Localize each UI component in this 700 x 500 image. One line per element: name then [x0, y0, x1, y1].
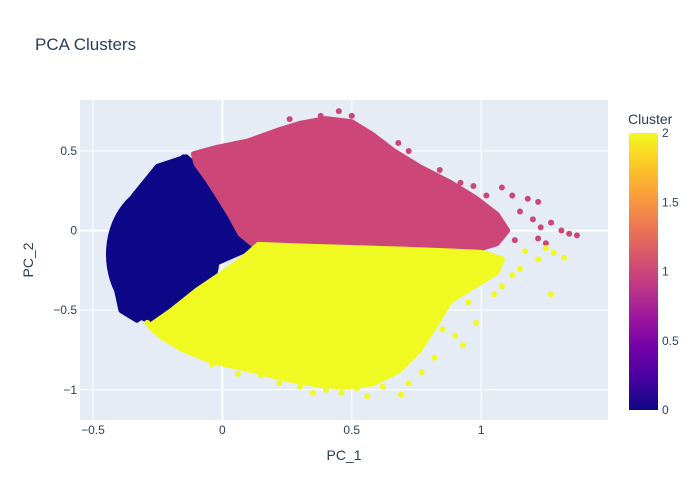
cluster-0-point — [180, 154, 187, 161]
cluster-2-point — [431, 354, 438, 361]
cluster-2-point — [154, 327, 161, 334]
colorbar: Cluster 0 0.5 1 1.5 2 — [628, 111, 679, 417]
cluster-1-point — [317, 112, 324, 119]
colorbar-ticks: 0 0.5 1 1.5 2 — [662, 126, 679, 417]
cluster-2-point — [561, 254, 567, 261]
cluster-2-point — [509, 272, 516, 279]
cluster-2-point — [144, 319, 151, 326]
cluster-1-point — [405, 147, 412, 154]
cluster-2-point — [517, 265, 523, 272]
cluster-1-point — [542, 240, 549, 247]
cluster-1-point — [286, 116, 293, 123]
cluster-0-point — [126, 208, 133, 215]
cluster-2-point — [491, 291, 498, 298]
cluster-1-point — [548, 219, 555, 226]
x-axis-title: PC_1 — [326, 447, 361, 463]
cluster-0-point — [115, 224, 122, 231]
cluster-2-point — [548, 291, 555, 298]
cluster-0-point — [162, 167, 169, 174]
cluster-1-point-cloud — [190, 116, 511, 253]
cluster-1-point — [558, 227, 565, 234]
cluster-2-point — [276, 380, 283, 387]
cluster-2-point — [309, 389, 316, 396]
y-tick-label: −0.5 — [53, 303, 77, 317]
cluster-1-point — [364, 128, 371, 135]
cluster-1-point — [566, 230, 573, 237]
cluster-2-point — [550, 249, 557, 256]
y-tick-label: 0 — [70, 224, 77, 238]
colorbar-tick-label: 1 — [662, 265, 669, 279]
cluster-1-point — [524, 195, 531, 202]
colorbar-tick-label: 0.5 — [662, 334, 679, 348]
y-axis-ticks: −1 −0.5 0 0.5 — [53, 144, 77, 397]
cluster-1-point — [509, 192, 516, 199]
cluster-2-point — [258, 372, 265, 379]
colorbar-tick-label: 2 — [662, 126, 669, 140]
cluster-1-series — [190, 108, 580, 253]
colorbar-tick-label: 0 — [662, 403, 669, 417]
x-tick-label: −0.5 — [81, 423, 105, 437]
cluster-2-point — [234, 370, 241, 377]
cluster-1-point — [483, 192, 490, 199]
cluster-2-point — [193, 351, 200, 358]
cluster-0-point — [108, 256, 115, 263]
y-tick-label: −1 — [63, 383, 77, 397]
cluster-1-point — [498, 184, 505, 191]
cluster-1-point — [395, 139, 402, 146]
cluster-2-point — [460, 342, 467, 349]
cluster-2-point — [397, 391, 404, 398]
cluster-1-point — [335, 108, 342, 115]
cluster-1-point — [348, 112, 355, 119]
cluster-1-point — [511, 237, 518, 244]
cluster-1-point — [457, 179, 464, 186]
cluster-2-point — [542, 245, 549, 252]
cluster-2-point — [322, 386, 329, 393]
cluster-0-point — [139, 313, 146, 320]
x-axis-ticks: −0.5 0 0.5 1 — [81, 423, 485, 437]
cluster-2-point — [452, 332, 459, 339]
cluster-2-point — [385, 370, 391, 377]
y-tick-label: 0.5 — [60, 144, 77, 158]
cluster-0-point — [126, 300, 133, 307]
colorbar-tick-label: 1.5 — [662, 195, 679, 209]
cluster-2-point — [418, 369, 425, 376]
cluster-1-point — [529, 216, 536, 223]
chart-title: PCA Clusters — [35, 35, 136, 54]
cluster-1-point — [535, 235, 542, 242]
cluster-2-point — [522, 248, 529, 255]
cluster-2-point — [364, 393, 371, 400]
cluster-1-point — [517, 208, 523, 215]
cluster-1-point — [535, 198, 542, 205]
cluster-0-point — [141, 184, 148, 191]
colorbar-gradient — [629, 133, 658, 410]
colorbar-title: Cluster — [628, 111, 673, 127]
cluster-1-point — [537, 224, 544, 231]
x-tick-label: 1 — [478, 423, 485, 437]
cluster-2-point — [353, 385, 360, 392]
cluster-2-point — [338, 389, 345, 396]
cluster-2-point — [209, 361, 215, 368]
cluster-2-point — [405, 380, 412, 387]
cluster-1-point — [436, 167, 443, 174]
cluster-2-series — [144, 241, 567, 400]
cluster-2-point — [498, 283, 505, 290]
y-axis-title: PC_2 — [20, 242, 36, 277]
cluster-0-point — [113, 272, 120, 279]
cluster-2-point — [535, 256, 542, 263]
cluster-2-point — [439, 326, 446, 333]
cluster-2-point — [473, 319, 479, 326]
x-tick-label: 0 — [219, 423, 226, 437]
cluster-2-point-cloud — [146, 241, 505, 390]
cluster-2-point — [379, 383, 386, 390]
cluster-1-point — [573, 232, 580, 239]
cluster-2-point — [162, 335, 169, 342]
data-points — [105, 108, 580, 400]
x-tick-label: 0.5 — [343, 423, 360, 437]
cluster-1-point — [470, 182, 477, 189]
cluster-2-point — [297, 383, 303, 390]
cluster-2-point — [465, 299, 472, 306]
